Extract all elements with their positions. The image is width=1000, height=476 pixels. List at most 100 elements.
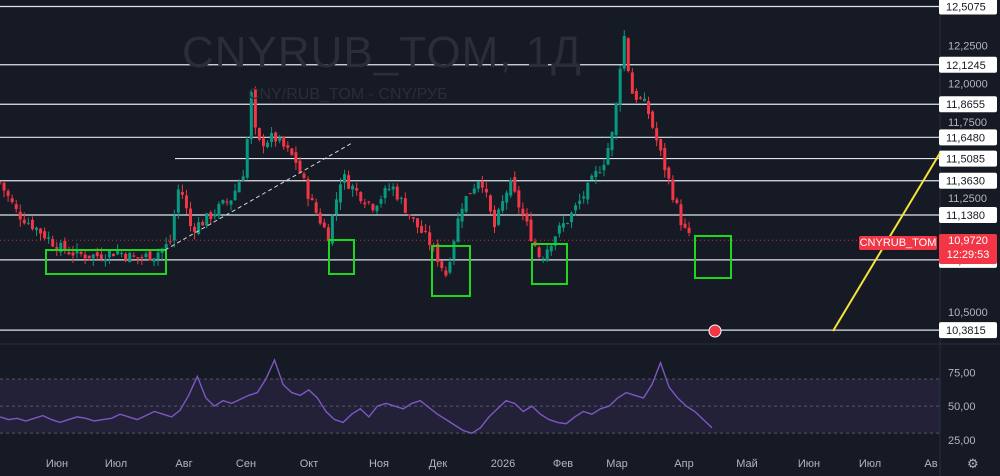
candle-body-30 — [120, 252, 124, 254]
candle-body-57 — [229, 200, 233, 205]
level-label-bg-0 — [939, 0, 997, 15]
candle-body-65 — [261, 138, 265, 147]
candle-body-102 — [411, 217, 415, 219]
candle-body-8 — [30, 219, 34, 230]
x-axis-label-9: Мар — [606, 458, 628, 470]
level-label-3: 11,6480 — [946, 132, 985, 144]
candle-body-161 — [651, 111, 655, 128]
candle-body-17 — [67, 252, 71, 255]
candle-body-97 — [391, 186, 395, 190]
candle-body-66 — [266, 142, 270, 148]
candle-body-170 — [687, 227, 691, 233]
candle-body-87 — [351, 185, 355, 190]
candle-body-42 — [168, 241, 172, 243]
candle-body-15 — [59, 242, 63, 253]
candle-body-88 — [355, 188, 359, 191]
candle-body-100 — [403, 198, 407, 213]
gear-icon[interactable]: ⚙ — [967, 456, 979, 471]
x-axis-label-4: Окт — [300, 458, 319, 470]
candle-body-55 — [221, 199, 225, 204]
candle-body-169 — [683, 223, 687, 228]
level-label-bg-6 — [939, 206, 997, 223]
candle-body-159 — [642, 98, 646, 102]
candle-body-41 — [164, 244, 168, 249]
candle-body-84 — [338, 184, 342, 203]
candle-body-12 — [47, 237, 51, 239]
candle-body-28 — [111, 253, 115, 257]
candle-body-24 — [95, 252, 99, 257]
level-label-2: 11,8655 — [946, 99, 985, 111]
candle-body-108 — [436, 243, 440, 263]
support-box-1 — [328, 239, 355, 275]
level-label-bg-2 — [939, 96, 997, 113]
candle-body-13 — [51, 239, 55, 247]
candle-body-1 — [2, 182, 6, 191]
candle-body-48 — [193, 226, 197, 232]
price-scale-label-2: 11,7500 — [948, 117, 987, 129]
candle-body-131 — [529, 219, 533, 242]
candle-body-80 — [322, 222, 326, 228]
candle-body-99 — [399, 197, 403, 199]
candle-body-0 — [0, 182, 2, 184]
candle-body-58 — [233, 190, 237, 201]
candle-body-46 — [184, 195, 188, 209]
candle-body-3 — [10, 198, 14, 203]
candle-body-36 — [144, 253, 148, 257]
candle-body-116 — [468, 193, 472, 195]
candle-body-90 — [363, 202, 367, 205]
candle-body-49 — [197, 222, 201, 234]
x-axis-label-8: Фев — [553, 458, 573, 470]
candle-body-111 — [448, 262, 452, 273]
level-label-bg-3 — [939, 129, 997, 146]
candle-body-149 — [602, 164, 606, 171]
candle-body-63 — [253, 89, 257, 128]
level-label-bg-8 — [939, 322, 997, 339]
level-label-1: 12,1245 — [946, 60, 986, 72]
level-label-4: 11,5085 — [946, 154, 985, 166]
candle-body-23 — [91, 254, 95, 259]
x-axis-label-2: Авг — [175, 458, 192, 470]
candle-body-56 — [225, 201, 229, 203]
level-label-bg-5 — [939, 172, 997, 189]
candle-body-121 — [488, 195, 492, 212]
candle-body-147 — [594, 170, 598, 178]
candle-body-26 — [103, 259, 107, 262]
candle-body-110 — [444, 270, 448, 276]
candle-body-76 — [306, 178, 310, 199]
bar-countdown: 12:29:53 — [946, 249, 990, 261]
candle-body-129 — [521, 208, 525, 215]
level-label-6: 11,1380 — [946, 210, 985, 222]
candle-body-112 — [452, 241, 456, 260]
level-label-8: 10,3815 — [946, 325, 986, 337]
level-label-bg-4 — [939, 150, 997, 167]
candle-body-75 — [302, 173, 306, 178]
symbol-description: CNY/RUB_TOM - CNY/РУБ — [248, 86, 448, 103]
x-axis-label-14: Ав — [924, 458, 937, 470]
candle-body-4 — [14, 204, 18, 210]
candle-body-117 — [472, 188, 476, 194]
candle-body-44 — [176, 189, 180, 213]
level-label-0: 12,5075 — [946, 1, 986, 13]
candle-body-71 — [286, 145, 290, 148]
candle-body-91 — [367, 201, 371, 203]
x-axis-label-10: Апр — [674, 458, 693, 470]
candle-body-154 — [622, 35, 626, 69]
candle-body-103 — [415, 218, 419, 228]
candle-body-18 — [71, 252, 75, 256]
price-scale-label-3: 11,2500 — [948, 193, 987, 205]
candle-body-32 — [128, 252, 132, 263]
candle-body-2 — [6, 191, 10, 196]
x-axis-label-11: Май — [736, 458, 758, 470]
price-scale-label-4: 10,5000 — [948, 307, 988, 319]
candle-body-145 — [586, 182, 590, 200]
rsi-line — [0, 358, 713, 434]
candle-body-34 — [136, 257, 140, 259]
candle-body-85 — [343, 174, 347, 183]
candle-body-141 — [570, 212, 574, 223]
candle-body-138 — [557, 225, 561, 234]
candle-body-133 — [537, 247, 541, 258]
candle-body-120 — [484, 188, 488, 193]
candle-body-160 — [647, 101, 651, 115]
rsi-scale-label-2: 25,00 — [948, 435, 976, 447]
